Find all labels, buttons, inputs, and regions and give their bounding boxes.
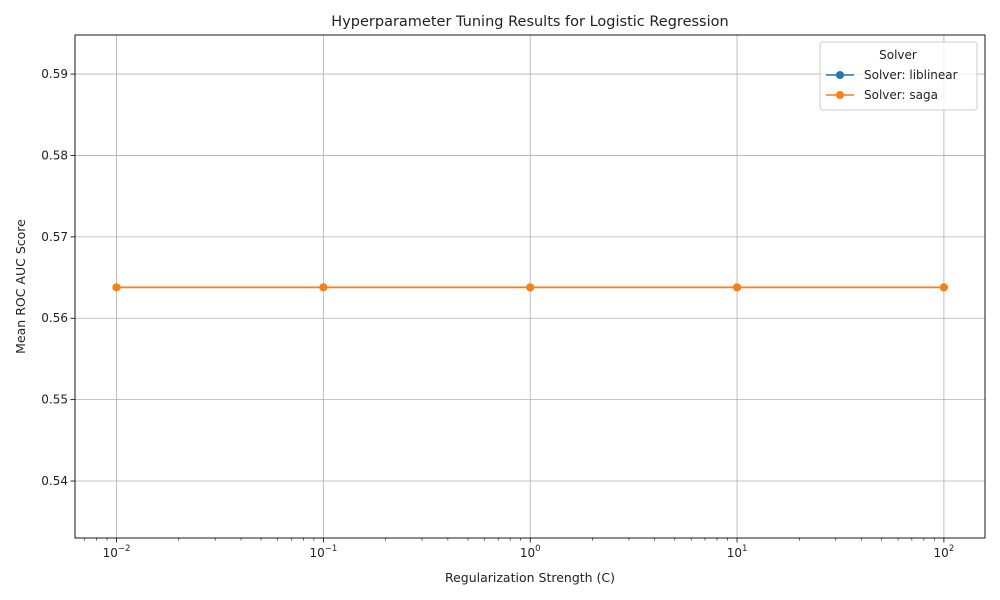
x-tick-label-exponent: 1 <box>742 544 747 554</box>
legend-box <box>819 41 978 111</box>
legend-label: Solver: saga <box>864 88 938 102</box>
x-tick-label-exponent: 2 <box>949 544 954 554</box>
y-tick-label: 0.54 <box>41 474 68 488</box>
legend-title: Solver <box>879 48 917 62</box>
legend-entry: Solver: saga <box>826 88 938 102</box>
series-solver-saga <box>112 283 948 292</box>
x-tick-label: 101 <box>727 544 748 560</box>
x-tick-label-base: 10 <box>309 546 324 560</box>
data-point <box>112 283 121 292</box>
legend-entry: Solver: liblinear <box>826 68 958 82</box>
data-point <box>526 283 535 292</box>
ticks: 10−2 10−1 100 101 1020.540.550.560.570.580.5… <box>41 67 954 560</box>
x-tick-label: 102 <box>934 544 955 560</box>
x-tick-label-exponent: 0 <box>535 544 540 554</box>
chart-title: Hyperparameter Tuning Results for Logist… <box>331 14 728 30</box>
x-tick-label: 10−1 <box>309 544 337 560</box>
y-tick-label: 0.58 <box>41 148 68 162</box>
x-tick-label-base: 10 <box>727 546 742 560</box>
x-tick-label: 10−2 <box>103 544 131 560</box>
series-layer <box>112 283 948 292</box>
y-tick-label: 0.55 <box>41 393 68 407</box>
data-point <box>733 283 742 292</box>
legend-items: Solver: liblinear Solver: saga <box>826 68 958 102</box>
x-axis-label: Regularization Strength (C) <box>445 570 615 585</box>
y-tick-label: 0.57 <box>41 230 68 244</box>
x-tick-label-base: 10 <box>934 546 949 560</box>
x-tick-label: 100 <box>520 544 541 560</box>
legend: Solver Solver: liblinear Solver: saga <box>819 41 978 111</box>
data-point <box>939 283 948 292</box>
x-tick-label-base: 10 <box>520 546 535 560</box>
legend-marker <box>836 91 844 99</box>
legend-label: Solver: liblinear <box>864 68 958 82</box>
data-point <box>319 283 328 292</box>
x-tick-label-exponent: −1 <box>325 544 338 554</box>
y-axis-label: Mean ROC AUC Score <box>13 219 28 354</box>
x-tick-label-base: 10 <box>103 546 118 560</box>
y-tick-label: 0.56 <box>41 311 68 325</box>
legend-marker <box>836 71 844 79</box>
x-tick-label-exponent: −2 <box>118 544 131 554</box>
y-tick-label: 0.59 <box>41 67 68 81</box>
